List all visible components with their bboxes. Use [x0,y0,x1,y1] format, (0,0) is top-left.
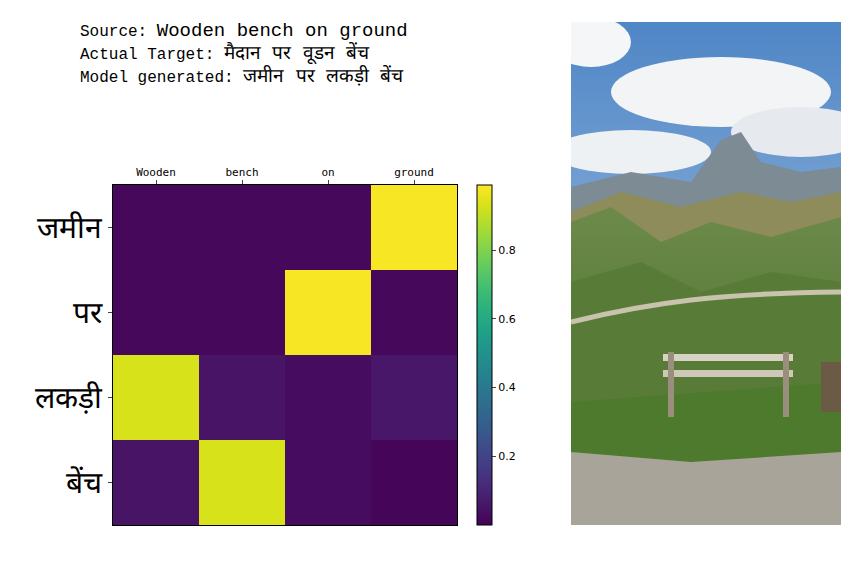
html-text:Model generated:जमीन पर लकड़ी: Model generated:जमीन पर लकड़ी बेंच [80,66,404,88]
html-text:Actual Target:मैदान पर वूडन बे: Actual Target:मैदान पर वूडन बेंच [80,43,370,65]
svg-text:0.8: 0.8 [498,244,516,257]
svg-text:0.6: 0.6 [498,313,516,326]
svg-text:जमीन: जमीन [37,211,103,244]
svg-text:पर: पर [73,296,103,329]
svg-text:bench: bench [225,166,258,179]
svg-text:लकड़ी: लकड़ी [35,381,103,414]
svg-text:ground: ground [394,166,434,179]
svg-text:0.4: 0.4 [498,381,516,394]
svg-text:Wooden: Wooden [136,166,176,179]
svg-text:0.2: 0.2 [498,450,516,463]
html-text:Source:Wooden bench on ground: Source:Wooden bench on ground [80,20,408,42]
svg-text:on: on [321,166,334,179]
svg-text:बेंच: बेंच [66,466,103,499]
